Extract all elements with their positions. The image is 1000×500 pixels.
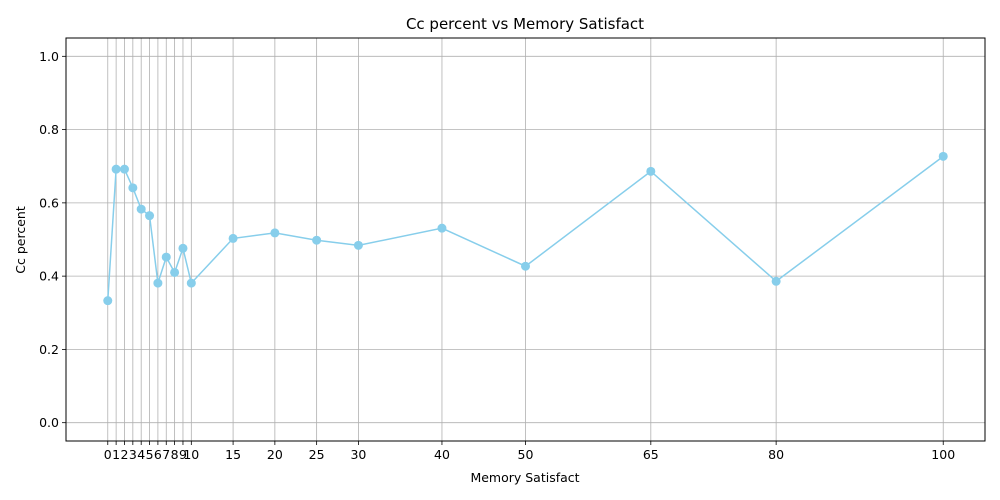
x-tick-label: 15	[225, 447, 241, 462]
data-point	[178, 243, 188, 253]
x-tick-label: 2	[121, 447, 129, 462]
data-point	[437, 223, 447, 233]
data-point	[153, 278, 163, 288]
y-axis-ticks: 0.0 0.2 0.4 0.6 0.8 1.0	[39, 49, 66, 430]
y-tick-label: 0.8	[39, 122, 59, 137]
data-point	[771, 276, 781, 286]
x-axis-ticks: 0 1 2 3 4 5 6 7 8 910 15 20 25 30 40 50 65 80 100	[104, 441, 955, 462]
x-tick-label: 7	[162, 447, 170, 462]
data-point	[228, 233, 238, 243]
grid	[66, 38, 985, 441]
x-tick-label: 6	[154, 447, 162, 462]
data-point	[161, 252, 171, 262]
x-tick-label: 40	[434, 447, 450, 462]
x-tick-label: 10	[183, 447, 199, 462]
x-tick-label: 50	[518, 447, 534, 462]
data-point	[521, 261, 530, 271]
data-point	[353, 240, 363, 250]
y-tick-label: 0.2	[39, 342, 59, 357]
y-tick-label: 0.4	[39, 269, 59, 284]
x-tick-label: 30	[350, 447, 366, 462]
y-tick-label: 0.6	[39, 195, 59, 210]
x-tick-label: 0	[104, 447, 112, 462]
x-tick-label: 100	[931, 447, 955, 462]
y-tick-label: 1.0	[39, 49, 59, 64]
data-point	[646, 166, 656, 176]
x-tick-label: 20	[267, 447, 283, 462]
data-point	[128, 183, 138, 193]
x-tick-label: 25	[309, 447, 325, 462]
y-axis-title: Cc percent	[13, 206, 28, 274]
data-point	[111, 164, 121, 174]
x-tick-label: 8	[171, 447, 179, 462]
x-tick-label: 4	[137, 447, 145, 462]
x-tick-label: 65	[643, 447, 659, 462]
x-tick-label: 3	[129, 447, 137, 462]
data-point	[136, 204, 146, 214]
data-point	[145, 211, 155, 221]
data-point	[312, 235, 322, 245]
y-tick-label: 0.0	[39, 415, 59, 430]
data-point	[170, 267, 180, 277]
data-point	[938, 151, 948, 161]
x-tick-label: 9	[179, 447, 187, 462]
data-point	[119, 164, 129, 174]
data-point	[186, 278, 196, 288]
x-tick-label: 5	[146, 447, 154, 462]
series-group	[103, 151, 948, 306]
x-tick-label: 1	[112, 447, 120, 462]
chart-title: Cc percent vs Memory Satisfact	[406, 15, 644, 33]
data-point	[270, 228, 280, 238]
x-tick-label: 80	[768, 447, 784, 462]
data-point	[103, 296, 113, 306]
x-axis-title: Memory Satisfact	[470, 470, 579, 485]
